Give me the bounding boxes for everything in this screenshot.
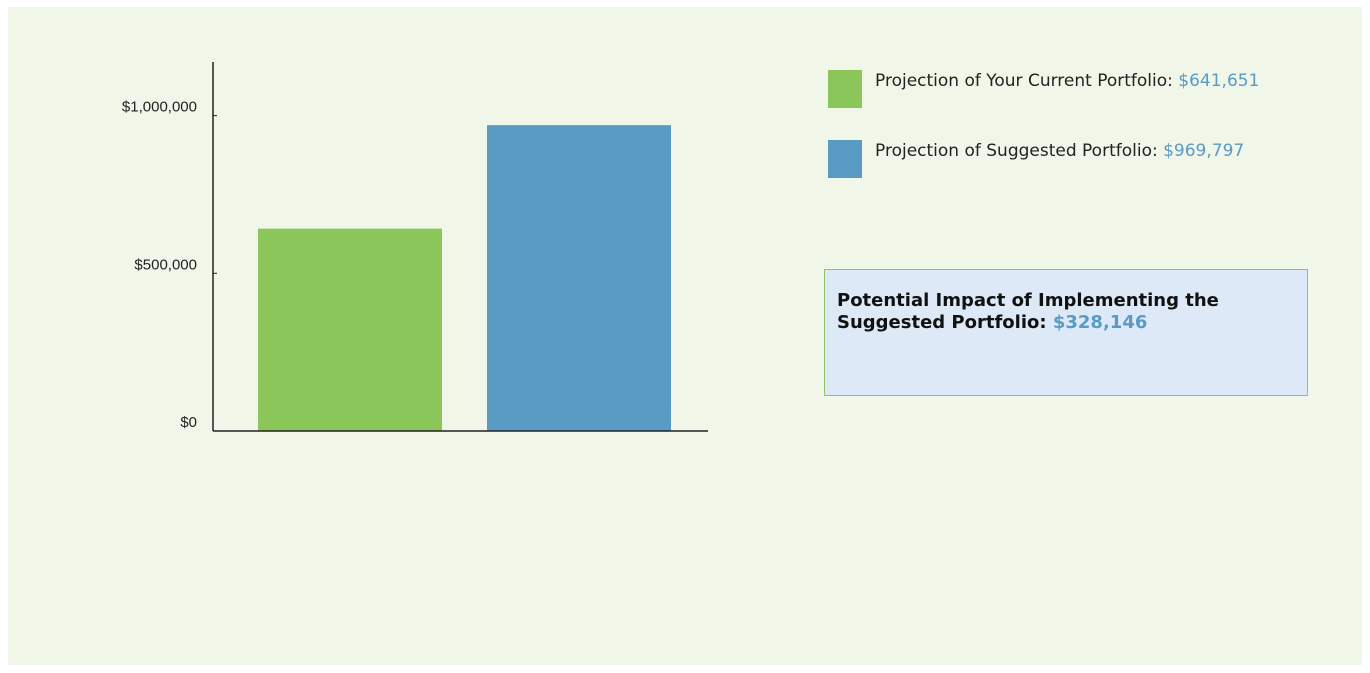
impact-label: Potential Impact of Implementing the Sug… [837,290,1219,333]
bar [487,125,671,432]
y-tick-label: $500,000 [134,256,197,273]
legend-swatch [828,140,862,178]
impact-value: $328,146 [1052,311,1148,333]
panel: $0 $500,000 $1,000,000 Projection of Your … [8,7,1362,665]
bar [258,228,442,431]
legend-value: $641,651 [1178,71,1260,91]
impact-box: Potential Impact of Implementing the Sug… [824,269,1308,396]
y-tick-label: $0 [180,414,197,431]
chart: $0 $500,000 $1,000,000 [122,62,708,432]
legend-value: $969,797 [1163,141,1245,161]
legend-label: Projection of Suggested Portfolio: [875,141,1158,161]
legend-label: Projection of Your Current Portfolio: [875,71,1173,91]
legend-swatch [828,70,862,108]
y-tick-label: $1,000,000 [122,99,197,116]
